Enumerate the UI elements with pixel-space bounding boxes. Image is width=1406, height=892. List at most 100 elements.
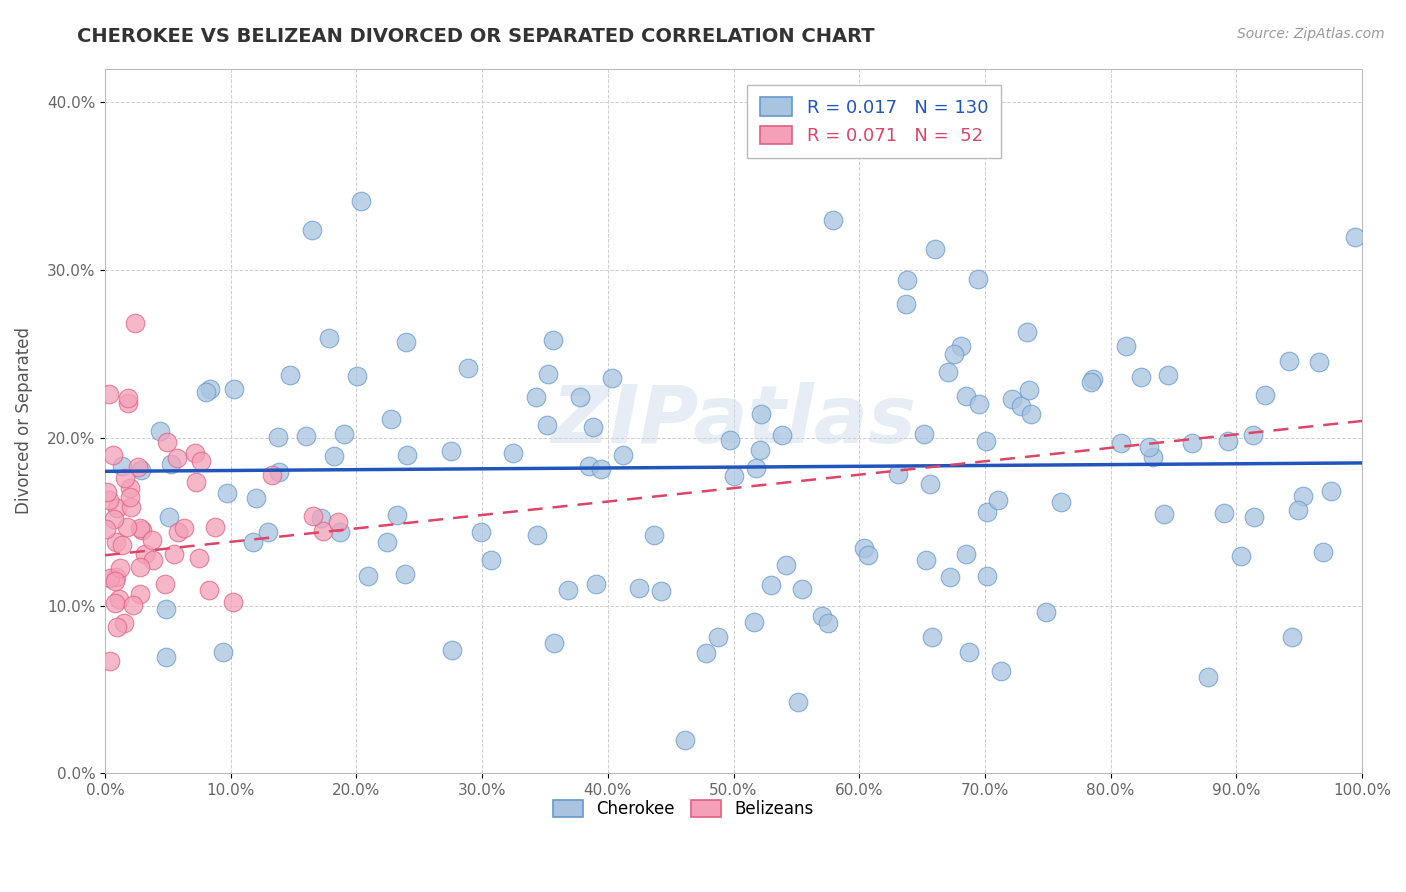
- Point: [184, 446, 207, 460]
- Point: [1344, 230, 1367, 244]
- Point: [173, 521, 195, 535]
- Point: [1129, 369, 1152, 384]
- Point: [1109, 435, 1132, 450]
- Point: [346, 369, 368, 384]
- Text: CHEROKEE VS BELIZEAN DIVORCED OR SEPARATED CORRELATION CHART: CHEROKEE VS BELIZEAN DIVORCED OR SEPARAT…: [77, 27, 875, 45]
- Point: [322, 449, 344, 463]
- Point: [543, 334, 565, 348]
- Point: [748, 442, 770, 457]
- Point: [127, 460, 149, 475]
- Point: [350, 194, 373, 209]
- Point: [1197, 670, 1219, 684]
- Point: [267, 466, 290, 480]
- Point: [198, 382, 221, 396]
- Point: [1050, 495, 1073, 509]
- Point: [142, 553, 165, 567]
- Point: [749, 407, 772, 421]
- Point: [104, 574, 127, 589]
- Point: [470, 525, 492, 540]
- Point: [896, 273, 918, 287]
- Point: [103, 512, 125, 526]
- Point: [333, 427, 356, 442]
- Point: [673, 732, 696, 747]
- Point: [723, 469, 745, 483]
- Point: [582, 420, 605, 434]
- Point: [245, 491, 267, 505]
- Point: [184, 475, 207, 489]
- Point: [312, 524, 335, 539]
- Point: [1010, 399, 1032, 413]
- Point: [385, 508, 408, 523]
- Point: [124, 316, 146, 330]
- Point: [1156, 368, 1178, 382]
- Point: [394, 567, 416, 582]
- Point: [817, 616, 839, 631]
- Point: [301, 223, 323, 237]
- Point: [578, 459, 600, 474]
- Point: [108, 560, 131, 574]
- Point: [105, 500, 128, 515]
- Point: [190, 454, 212, 468]
- Point: [278, 368, 301, 383]
- Point: [395, 448, 418, 462]
- Point: [1308, 355, 1330, 369]
- Point: [98, 492, 121, 507]
- Point: [1137, 440, 1160, 454]
- Point: [1142, 450, 1164, 464]
- Point: [1218, 434, 1240, 448]
- Point: [103, 596, 125, 610]
- Point: [852, 541, 875, 555]
- Point: [204, 520, 226, 534]
- Point: [194, 384, 217, 399]
- Point: [650, 584, 672, 599]
- Point: [224, 382, 246, 396]
- Point: [1001, 392, 1024, 406]
- Point: [569, 390, 592, 404]
- Text: ZIPatlas: ZIPatlas: [551, 382, 917, 460]
- Point: [267, 430, 290, 444]
- Point: [1281, 631, 1303, 645]
- Point: [156, 435, 179, 450]
- Point: [318, 331, 340, 345]
- Point: [920, 477, 942, 491]
- Point: [976, 569, 998, 583]
- Point: [1278, 353, 1301, 368]
- Point: [167, 524, 190, 539]
- Point: [112, 615, 135, 630]
- Y-axis label: Divorced or Separated: Divorced or Separated: [15, 327, 32, 515]
- Point: [543, 635, 565, 649]
- Point: [955, 389, 977, 403]
- Point: [157, 510, 180, 524]
- Point: [120, 481, 142, 495]
- Point: [1312, 545, 1334, 559]
- Point: [955, 547, 977, 561]
- Point: [96, 522, 118, 536]
- Point: [212, 645, 235, 659]
- Point: [967, 397, 990, 411]
- Point: [441, 642, 464, 657]
- Point: [537, 367, 560, 381]
- Point: [821, 212, 844, 227]
- Point: [222, 595, 245, 609]
- Point: [357, 569, 380, 583]
- Point: [96, 485, 118, 500]
- Point: [98, 654, 121, 668]
- Point: [759, 578, 782, 592]
- Point: [990, 664, 1012, 678]
- Point: [134, 547, 156, 561]
- Point: [117, 391, 139, 405]
- Point: [976, 505, 998, 519]
- Point: [188, 551, 211, 566]
- Point: [479, 553, 502, 567]
- Point: [160, 457, 183, 471]
- Point: [1243, 510, 1265, 524]
- Point: [1286, 503, 1309, 517]
- Point: [1081, 371, 1104, 385]
- Point: [707, 631, 730, 645]
- Point: [1035, 605, 1057, 619]
- Point: [745, 461, 768, 475]
- Point: [612, 448, 634, 462]
- Point: [380, 412, 402, 426]
- Point: [742, 615, 765, 630]
- Point: [149, 425, 172, 439]
